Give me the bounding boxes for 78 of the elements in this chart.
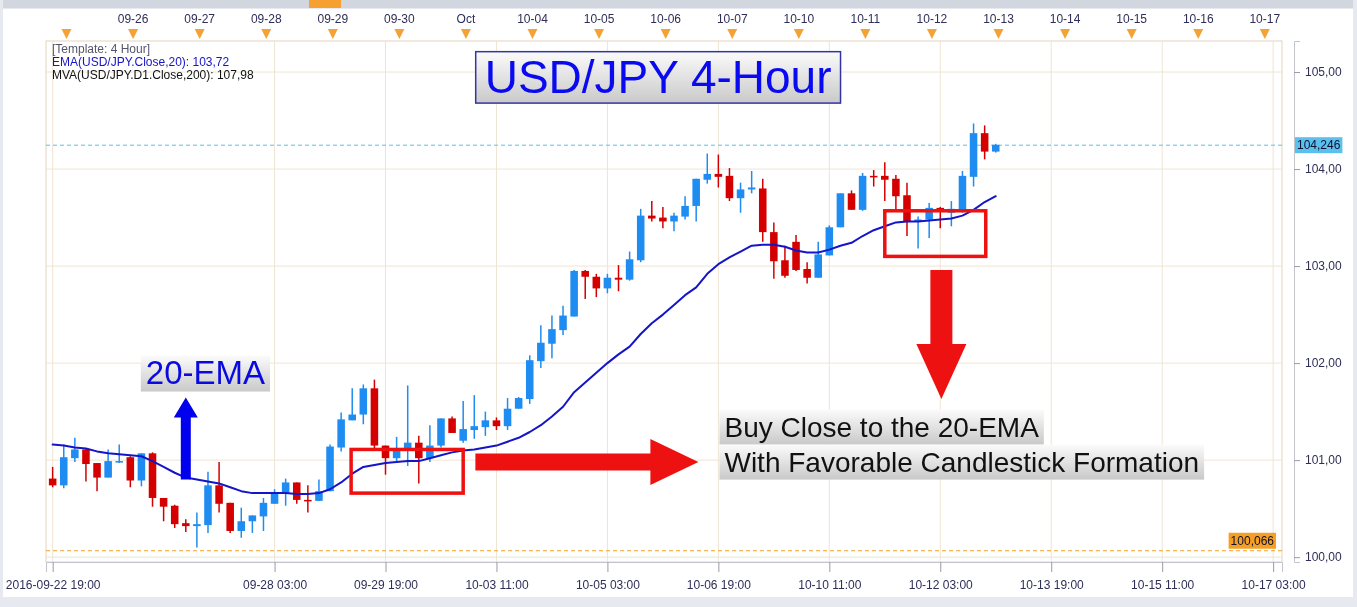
text: 10-12 (916, 12, 948, 26)
candlestick (104, 448, 112, 479)
text: 10-07 (716, 12, 748, 26)
candlestick (170, 504, 179, 529)
x-tick-label: 10-13 19:00 (1019, 577, 1085, 592)
candlestick (503, 397, 512, 431)
candlestick (237, 506, 246, 539)
annotation: With Favorable Candlestick Formation (724, 446, 1200, 478)
annotation: MVA(USD/JPY.D1.Close,200): 107,98 (52, 68, 254, 82)
text: 10-13 (983, 12, 1015, 26)
text: 09-27 (184, 12, 216, 26)
candlestick (980, 124, 989, 161)
x-tick-label: 10-10 11:00 (798, 577, 862, 592)
candlestick (193, 511, 201, 549)
annotation: [Template: 4 Hour] (52, 42, 151, 56)
text: 10-04 (517, 12, 549, 26)
candlestick (847, 189, 856, 211)
text: 09-30 (384, 12, 416, 26)
text: 09-26 (117, 12, 149, 26)
text: 10-11 (850, 12, 881, 26)
candlestick (725, 167, 734, 202)
candlestick (459, 400, 467, 444)
candlestick (736, 181, 745, 214)
candlestick (559, 305, 567, 336)
x-tick-label: 10-03 11:00 (465, 577, 529, 592)
y-tick-label: 103,00 (1305, 259, 1343, 274)
candlestick (537, 324, 545, 369)
x-tick-label: 09-28 03:00 (243, 577, 308, 592)
text: EMA(USD/JPY.Close,20): 103,72 (52, 55, 230, 69)
candlestick (481, 410, 490, 437)
text: Oct (456, 12, 476, 26)
text: 10-06 (650, 12, 682, 26)
y-tick-label: 100,00 (1305, 550, 1343, 565)
text: 10-14 (1049, 12, 1081, 26)
candlestick (681, 195, 689, 221)
candlestick (82, 447, 90, 483)
candlestick (470, 394, 479, 440)
text: 09-29 (317, 12, 349, 26)
x-tick-label: 10-15 11:00 (1131, 577, 1195, 592)
candlestick (703, 152, 712, 185)
candlestick (881, 161, 889, 202)
candlestick (803, 261, 811, 285)
x-tick-label: 10-17 03:00 (1241, 577, 1306, 592)
text: 10-05 (583, 12, 615, 26)
candlestick (348, 387, 356, 422)
text: 10-17 (1249, 12, 1281, 26)
x-tick-label: 09-29 19:00 (353, 577, 419, 592)
y-tick-label: 104,00 (1305, 162, 1343, 177)
candlestick (648, 200, 656, 223)
y-tick-label: 105,00 (1305, 65, 1343, 80)
y-tick-label: 102,00 (1305, 356, 1343, 371)
candlestick (126, 455, 135, 489)
chart-title: USD/JPY 4-Hour (484, 51, 832, 104)
x-tick-label: 10-12 03:00 (908, 577, 974, 592)
candlestick (93, 462, 101, 492)
x-tick-label: 10-05 03:00 (575, 577, 641, 592)
candlestick (614, 264, 623, 293)
candlestick (182, 518, 190, 533)
text: 10-15 (1116, 12, 1148, 26)
candlestick (892, 174, 900, 211)
text: 09-28 (250, 12, 282, 26)
ref-line-label: 100,066 (1230, 533, 1275, 548)
text: 10-16 (1182, 12, 1214, 26)
annotation: 20-EMA (145, 353, 266, 391)
text: 10-10 (783, 12, 815, 26)
x-tick-label: 10-06 19:00 (686, 577, 752, 592)
x-tick-label: 2016-09-22 19:00 (5, 577, 101, 592)
candlestick (548, 314, 556, 360)
candlestick (625, 250, 634, 282)
annotation: Buy Close to the 20-EMA (724, 411, 1040, 443)
candlestick (215, 461, 223, 514)
candlestick (581, 269, 589, 300)
y-tick-label: 101,00 (1305, 453, 1343, 468)
ref-line-label: 104,246 (1297, 138, 1341, 153)
candlestick (814, 241, 822, 279)
candlestick (714, 153, 723, 189)
candlestick (71, 437, 79, 463)
candlestick (670, 211, 678, 232)
